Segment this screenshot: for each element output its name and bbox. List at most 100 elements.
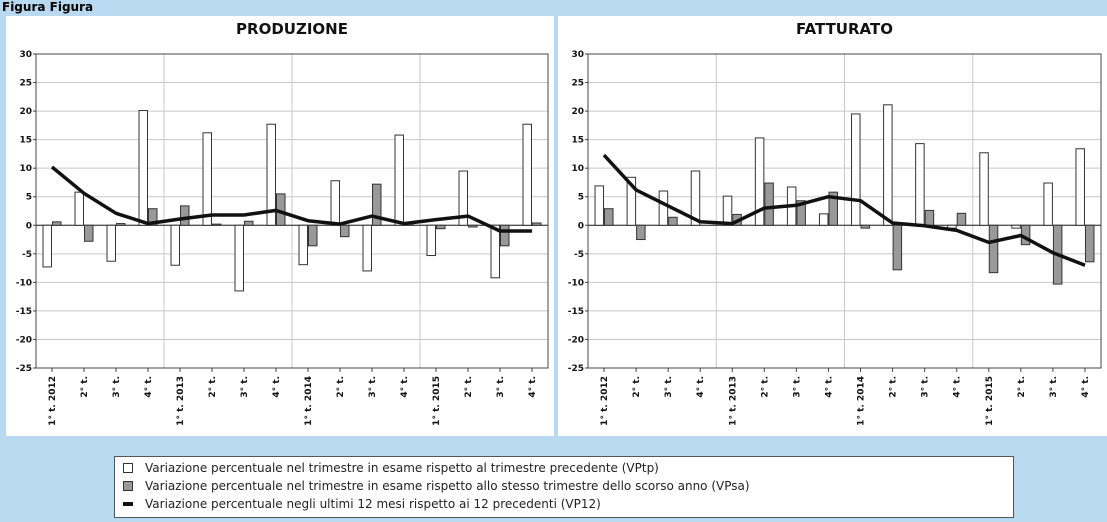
y-tick-label: 15 xyxy=(571,136,584,146)
x-tick-label: 2° t. xyxy=(464,376,474,398)
x-tick-label: 4° t. xyxy=(824,376,834,398)
bar-vpsa xyxy=(892,224,903,271)
bar-vpsa xyxy=(764,182,774,226)
chart-title: PRODUZIONE xyxy=(236,20,348,38)
page-header-label: Figura Figura xyxy=(2,0,94,14)
bar-vptp xyxy=(298,224,308,266)
y-tick-label: 15 xyxy=(19,136,32,146)
y-tick-label: 0 xyxy=(26,221,32,231)
bar-vptp xyxy=(594,185,605,226)
legend-swatch-vpsa xyxy=(123,481,133,491)
chart-legend: Variazione percentuale nel trimestre in … xyxy=(114,456,1014,518)
bar-vpsa xyxy=(116,223,126,226)
bar-vpsa xyxy=(468,224,478,228)
legend-swatch-vptp xyxy=(123,463,133,473)
x-tick-label: 1° t. 2015 xyxy=(432,376,442,426)
bar-vptp xyxy=(234,224,244,292)
x-tick-label: 3° t. xyxy=(664,376,674,398)
legend-label-vp12: Variazione percentuale negli ultimi 12 m… xyxy=(145,497,601,511)
x-tick-label: 2° t. xyxy=(80,376,90,398)
x-tick-label: 1° t. 2014 xyxy=(304,376,314,426)
legend-swatch-vp12 xyxy=(123,502,133,506)
y-tick-label: 20 xyxy=(19,107,32,117)
bar-vptp xyxy=(170,224,180,266)
bar-vpsa xyxy=(52,221,62,226)
chart-panel-fatturato: FATTURATO 30 25 20 15 10 5 0 -5 -10 -15 -20 -25 1° t.… xyxy=(558,16,1107,436)
chart-produzione: PRODUZIONE 30 25 20 15 10 5 0 -5 -10 -15 -20 -25 1° t… xyxy=(16,20,549,426)
x-tick-label: 1° t. 2012 xyxy=(48,376,58,426)
bar-vptp xyxy=(202,132,212,226)
y-tick-label: 25 xyxy=(571,79,584,89)
bar-vptp xyxy=(754,137,765,226)
bar-vptp xyxy=(1075,148,1085,226)
bar-vptp xyxy=(74,191,84,226)
x-tick-label: 3° t. xyxy=(112,376,122,398)
bar-vptp xyxy=(915,143,925,226)
bar-vptp xyxy=(658,190,669,226)
x-tick-label: 1° t. 2013 xyxy=(176,376,186,426)
bar-vpsa xyxy=(500,224,510,247)
bar-vpsa xyxy=(924,209,935,226)
x-tick-label: 1° t. 2013 xyxy=(728,376,738,426)
x-tick-label: 1° t. 2014 xyxy=(857,376,867,426)
bar-vptp xyxy=(979,152,989,226)
y-tick-label: 10 xyxy=(19,164,32,174)
x-tick-label: 4° t. xyxy=(1081,376,1091,398)
bar-vpsa xyxy=(340,224,350,238)
y-tick-label: 30 xyxy=(571,50,584,60)
chart-panel-produzione: PRODUZIONE 30 25 20 15 10 5 0 -5 -10 -15 -20 -25 1° t… xyxy=(6,16,554,436)
bar-vpsa xyxy=(988,224,999,274)
legend-label-vptp: Variazione percentuale nel trimestre in … xyxy=(145,461,659,475)
bar-vptp xyxy=(426,224,436,257)
chart-fatturato: FATTURATO 30 25 20 15 10 5 0 -5 -10 -15 -20 -25 1° t.… xyxy=(568,20,1102,426)
x-tick-label: 3° t. xyxy=(792,376,802,398)
x-tick-label: 4° t. xyxy=(953,376,963,398)
bar-vptp xyxy=(490,224,500,279)
x-tick-label: 2° t. xyxy=(1017,376,1027,398)
bar-vpsa xyxy=(372,183,382,226)
bar-vpsa xyxy=(84,224,94,242)
bar-vptp xyxy=(1043,182,1053,226)
bar-vptp xyxy=(138,110,148,226)
bar-vpsa xyxy=(212,223,222,226)
line-vp12 xyxy=(50,165,532,233)
y-tick-label: -20 xyxy=(568,335,584,345)
x-tick-label: 4° t. xyxy=(400,376,410,398)
bar-vpsa xyxy=(796,200,806,226)
bar-vpsa xyxy=(636,224,646,241)
y-tick-label: -15 xyxy=(16,307,32,317)
y-tick-label: 0 xyxy=(578,221,584,231)
x-tick-label: 3° t. xyxy=(240,376,250,398)
plot-frame xyxy=(587,53,1102,369)
bar-vpsa xyxy=(436,224,446,230)
bar-vpsa xyxy=(956,212,967,226)
x-tick-label: 3° t. xyxy=(921,376,931,398)
bar-vpsa xyxy=(828,191,838,226)
y-tick-label: -10 xyxy=(16,278,32,288)
y-tick-label: 30 xyxy=(19,50,32,60)
x-tick-label: 2° t. xyxy=(336,376,346,398)
bar-vptp xyxy=(106,224,116,262)
bar-vptp xyxy=(883,104,893,226)
y-tick-label: 5 xyxy=(578,193,584,203)
bar-vptp xyxy=(42,224,52,268)
x-tick-label: 2° t. xyxy=(760,376,770,398)
line-vp12 xyxy=(602,153,1086,267)
bar-vptp xyxy=(722,195,733,226)
y-tick-label: -15 xyxy=(568,307,584,317)
y-tick-label: 10 xyxy=(571,164,584,174)
y-tick-label: -10 xyxy=(568,278,584,288)
legend-item-vp12: Variazione percentuale negli ultimi 12 m… xyxy=(123,495,1005,513)
legend-label-vpsa: Variazione percentuale nel trimestre in … xyxy=(145,479,750,493)
bar-vpsa xyxy=(180,205,190,226)
x-tick-label: 4° t. xyxy=(696,376,706,398)
bar-vpsa xyxy=(860,224,871,229)
y-tick-label: 20 xyxy=(571,107,584,117)
x-tick-label: 2° t. xyxy=(208,376,218,398)
bar-vptp xyxy=(690,170,701,226)
bar-vpsa xyxy=(1084,224,1095,263)
bar-vptp xyxy=(851,113,861,226)
bar-vptp xyxy=(818,213,829,226)
bar-vpsa xyxy=(604,208,614,226)
bar-vpsa xyxy=(532,222,542,226)
